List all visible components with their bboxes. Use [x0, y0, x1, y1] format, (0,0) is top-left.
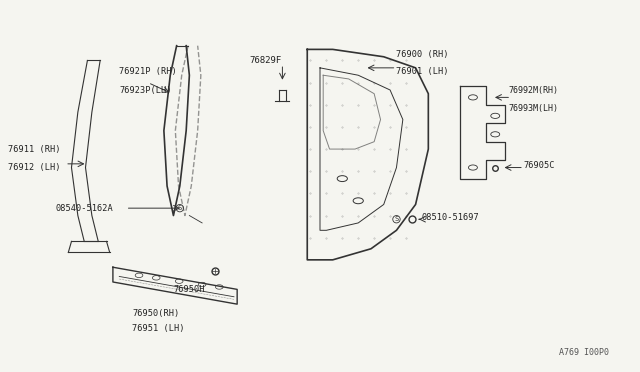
Text: 76950(RH): 76950(RH) [132, 309, 179, 318]
Text: 76921P (RH): 76921P (RH) [119, 67, 177, 76]
Text: 76923P(LH): 76923P(LH) [119, 86, 172, 94]
Text: 76992M(RH): 76992M(RH) [508, 86, 558, 94]
Text: 76950H: 76950H [173, 285, 205, 294]
Text: 76993M(LH): 76993M(LH) [508, 104, 558, 113]
Text: 08510-51697: 08510-51697 [422, 213, 480, 222]
Text: 08540-5162A: 08540-5162A [56, 203, 113, 213]
Text: 76900 (RH): 76900 (RH) [396, 51, 449, 60]
Text: S: S [178, 205, 182, 211]
Text: 76912 (LH): 76912 (LH) [8, 163, 60, 172]
Text: 76911 (RH): 76911 (RH) [8, 145, 60, 154]
Text: 76905C: 76905C [524, 161, 556, 170]
Text: 76829F: 76829F [250, 56, 282, 65]
Text: 76901 (LH): 76901 (LH) [396, 67, 449, 76]
Text: A769 I00P0: A769 I00P0 [559, 348, 609, 357]
Text: S: S [394, 216, 399, 222]
Text: 76951 (LH): 76951 (LH) [132, 324, 184, 333]
